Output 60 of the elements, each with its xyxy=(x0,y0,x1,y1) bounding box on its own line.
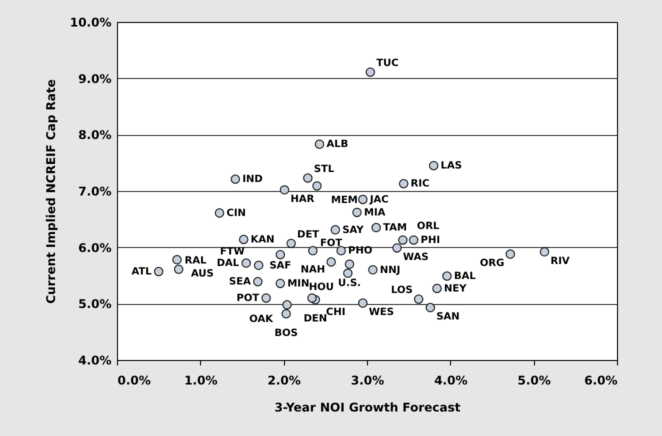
annotation: RIV xyxy=(550,256,570,267)
annotation: SAF xyxy=(269,260,292,272)
annotation: TUC xyxy=(376,58,399,70)
annotation: NNJ xyxy=(380,264,400,276)
annotation: DAL xyxy=(216,258,240,270)
annotation: CIN xyxy=(226,208,246,219)
x-axis-title: 3-Year NOI Growth Forecast xyxy=(274,400,461,414)
annotation: SEA xyxy=(229,276,252,288)
annotation: ORL xyxy=(416,221,440,232)
annotation: DET xyxy=(297,229,320,240)
x-tick-label: 2.0% xyxy=(268,374,301,388)
annotation: POT xyxy=(236,293,260,304)
annotation: RIC xyxy=(410,178,430,190)
annotation: RAL xyxy=(184,255,208,266)
annotation: SAN xyxy=(436,312,460,323)
annotation: HOU xyxy=(308,282,334,294)
y-tick-label: 8.0% xyxy=(78,128,112,142)
annotation: DEN xyxy=(304,314,328,325)
annotation: CHI xyxy=(326,307,346,318)
x-tick-label: 3.0% xyxy=(350,374,384,388)
annotation: JAC xyxy=(368,194,389,206)
annotation: ATL xyxy=(132,266,152,278)
y-axis-title: Current Implied NCREIF Cap Rate xyxy=(44,79,58,304)
y-tick-label: 9.0% xyxy=(78,72,112,86)
annotation: OAK xyxy=(249,314,274,325)
annotation: LAS xyxy=(440,160,462,172)
y-tick-label: 7.0% xyxy=(78,184,112,198)
annotation: MIA xyxy=(364,207,386,218)
annotation: NAH xyxy=(300,264,326,276)
annotation: ORG xyxy=(480,258,504,270)
annotation: TAM xyxy=(383,222,407,234)
annotation: BAL xyxy=(454,271,476,282)
x-tick-label: 4.0% xyxy=(434,374,468,388)
annotation: U.S. xyxy=(338,278,361,290)
annotation: WES xyxy=(368,307,394,318)
annotation: LOS xyxy=(390,285,413,296)
annotation: PHI xyxy=(420,235,440,246)
annotation: IND xyxy=(242,174,263,186)
annotation: MEM xyxy=(331,194,358,206)
annotation: BOS xyxy=(274,328,298,339)
x-tick-label: 5.0% xyxy=(518,374,551,388)
y-tick-label: 6.0% xyxy=(78,240,112,255)
annotation: FTW xyxy=(220,246,245,258)
y-tick-label: 4.0% xyxy=(78,354,112,368)
annotation: NEY xyxy=(444,283,468,294)
y-tick-label: 5.0% xyxy=(78,297,112,312)
annotation: MIN xyxy=(287,278,310,290)
annotation: PHO xyxy=(348,246,372,257)
annotation: WAS xyxy=(403,252,429,263)
annotation: KAN xyxy=(250,234,275,246)
annotation: HAR xyxy=(290,194,315,205)
annotation: SAY xyxy=(342,224,364,236)
x-tick-label: 6.0% xyxy=(584,374,618,388)
x-tick-label: 0.0% xyxy=(118,374,151,388)
y-tick-label: 10.0% xyxy=(70,16,112,30)
annotation: STL xyxy=(314,164,335,176)
x-tick-label: 1.0% xyxy=(184,374,218,388)
annotation: FOT xyxy=(320,238,342,249)
annotation: ALB xyxy=(326,139,348,150)
annotation: AUS xyxy=(191,268,214,280)
